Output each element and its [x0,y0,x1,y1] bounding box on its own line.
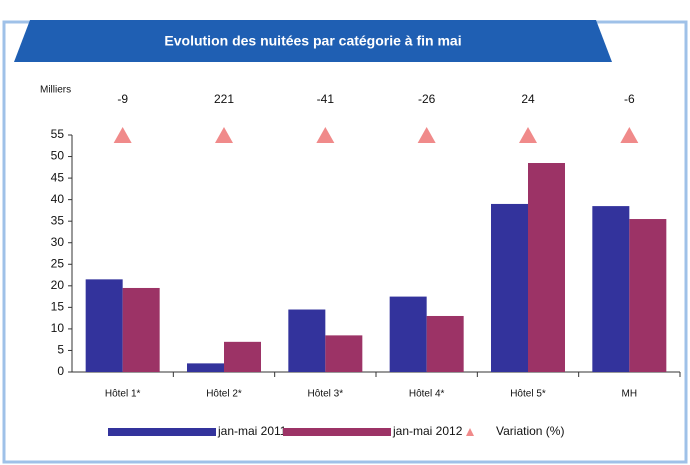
y-tick-label: 20 [51,278,65,292]
y-tick-label: 50 [51,149,65,163]
variation-marker [519,127,537,143]
title-banner [14,20,612,62]
x-tick-label: Hôtel 4* [409,389,445,400]
variation-label: -6 [624,92,635,106]
bar [426,315,464,372]
y-tick-label: 40 [51,192,65,206]
legend-marker [466,428,474,436]
variation-label: -9 [117,92,128,106]
y-tick-label: 5 [57,343,64,357]
bar [187,363,224,372]
legend-swatch [283,428,391,436]
variation-label: 221 [214,92,234,106]
bar [389,296,427,372]
y-tick-label: 10 [51,321,65,335]
variation-label: 24 [521,92,535,106]
bar [528,163,565,372]
variation-marker [417,127,436,143]
legend-swatch [108,428,216,436]
x-tick-label: Hôtel 5* [510,389,546,400]
y-tick-label: 15 [51,300,65,314]
variation-marker [620,127,639,143]
y-tick-label: 30 [51,235,65,249]
chart-title: Evolution des nuitées par catégorie à fi… [164,33,461,49]
bar [491,203,528,372]
variation-marker [215,127,233,143]
y-axis-label: Milliers [40,85,71,96]
bar [122,287,160,372]
bar [85,279,123,372]
variation-label: -41 [317,92,335,106]
bar [592,206,630,372]
variation-marker [113,127,132,143]
y-tick-label: 55 [51,127,65,141]
frame [2,20,688,464]
y-tick-label: 25 [51,256,65,270]
legend-label: jan-mai 2011 [217,424,287,438]
bar [224,341,261,372]
x-tick-label: Hôtel 1* [105,389,141,400]
variation-label: -26 [418,92,436,106]
x-tick-label: Hôtel 3* [308,389,344,400]
bar [288,309,326,372]
bar [325,335,363,372]
variation-marker [316,127,335,143]
legend-label: Variation (%) [496,424,564,438]
bar [629,219,667,372]
y-tick-label: 35 [51,213,65,227]
x-tick-label: Hôtel 2* [206,389,242,400]
x-tick-label: MH [622,389,638,400]
y-tick-label: 0 [57,364,64,378]
legend-label: jan-mai 2012 [392,424,463,438]
y-tick-label: 45 [51,170,65,184]
